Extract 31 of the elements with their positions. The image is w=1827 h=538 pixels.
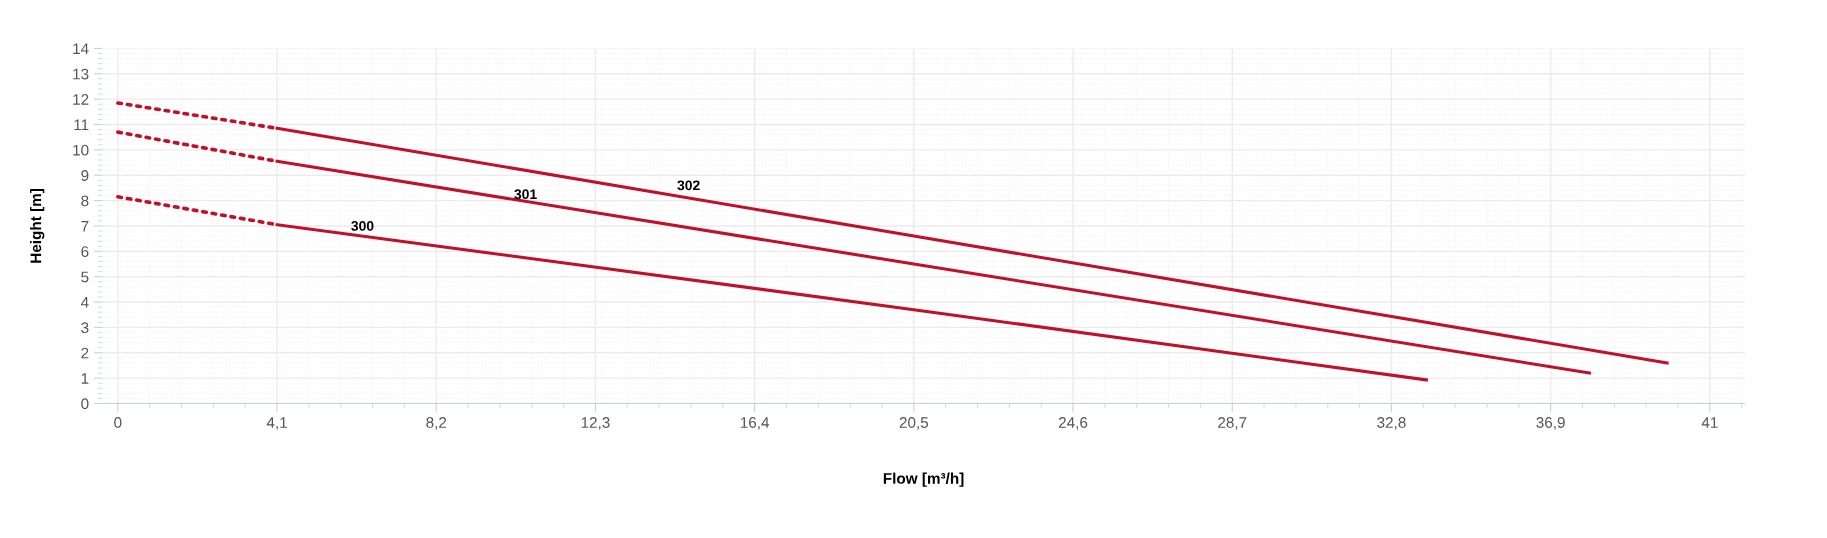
y-tick-label: 13 — [73, 68, 89, 80]
y-tick-label: 7 — [81, 220, 89, 232]
x-tick-label: 32,8 — [1377, 417, 1406, 430]
y-tick-label: 11 — [74, 119, 89, 131]
y-tick-label: 1 — [81, 373, 89, 384]
y-tick-label: 10 — [73, 144, 89, 156]
x-tick-label: 41 — [1701, 417, 1718, 428]
x-tick-label: 28,7 — [1218, 417, 1247, 430]
y-tick-label: 9 — [81, 170, 89, 181]
x-tick-label: 4,1 — [266, 417, 287, 430]
x-tick-label: 36,9 — [1536, 417, 1565, 430]
y-tick-label: 14 — [73, 43, 89, 54]
y-tick-label: 3 — [81, 322, 89, 334]
annotation: 302 — [677, 180, 700, 191]
y-tick-label: 4 — [80, 297, 89, 308]
y-tick-label: 12 — [73, 94, 89, 105]
x-tick-label: 20,5 — [899, 417, 929, 430]
y-axis-title: Height [m] — [30, 189, 45, 263]
y-tick-label: 8 — [81, 195, 89, 207]
x-axis-title: Flow [m³/h] — [883, 472, 964, 487]
x-tick-label: 8,2 — [426, 417, 447, 430]
y-tick-label: 6 — [81, 246, 89, 258]
annotation: 301 — [514, 189, 537, 200]
x-tick-label: 24,6 — [1058, 417, 1088, 430]
y-tick-label: 0 — [81, 398, 89, 410]
x-tick-label: 12,3 — [581, 417, 610, 430]
annotation: 300 — [351, 220, 374, 231]
x-tick-label: 16,4 — [740, 417, 770, 430]
y-tick-label: 5 — [81, 271, 89, 283]
x-tick-label: 0 — [114, 417, 122, 428]
y-tick-label: 2 — [81, 347, 89, 359]
